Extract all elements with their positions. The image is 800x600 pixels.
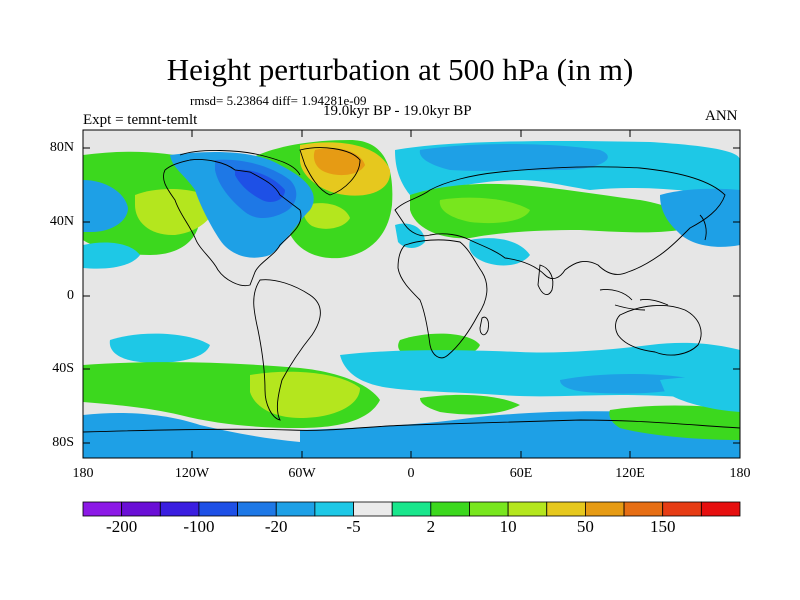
- coastlines: [83, 147, 740, 433]
- colorbar-box-5: [275, 501, 316, 517]
- south-america-coast: [253, 279, 321, 421]
- colorbar-box-15: [662, 501, 702, 517]
- colorbar-box-11: [507, 501, 548, 517]
- north-america-coast: [163, 159, 302, 287]
- greenland-coast: [299, 147, 361, 196]
- orange-region-greenland: [313, 148, 365, 176]
- colorbar-box-0: [82, 501, 123, 517]
- colorbar-box-13: [585, 501, 625, 517]
- colorbar: [82, 501, 741, 517]
- lon-label-180w: 180: [72, 466, 94, 481]
- blue-region-eurasia: [419, 144, 608, 171]
- yellow-region-north-pacific: [135, 188, 216, 236]
- madagascar-coast: [479, 316, 489, 336]
- lat-label-40n: 40N: [49, 214, 74, 229]
- africa-coast: [397, 239, 488, 359]
- lon-label-0: 0: [407, 466, 415, 481]
- colorbar-box-14: [623, 501, 664, 517]
- indonesia-coast: [599, 289, 669, 311]
- blue-region-antarctic-pacific: [83, 413, 300, 458]
- lat-label-40s: 40S: [52, 361, 74, 376]
- lon-label-180e: 180: [729, 466, 751, 481]
- colorbar-box-7: [353, 501, 393, 517]
- japan-coast: [699, 214, 707, 241]
- cyan-region-south-pacific: [109, 333, 210, 363]
- cyan-region-southeast: [660, 376, 740, 412]
- green-region-antarctic-indian: [609, 405, 740, 440]
- deepblue-region-north-america: [235, 169, 285, 202]
- season-label: ANN: [705, 108, 738, 124]
- colorbar-label-6: 50: [576, 517, 594, 536]
- colorbar-label-5: 10: [499, 517, 517, 536]
- colorbar-label-3: -5: [346, 517, 361, 536]
- cyan-region-pacific: [83, 242, 140, 269]
- colorbar-label-7: 150: [649, 517, 676, 536]
- green-region-south-atlantic-band: [420, 394, 520, 415]
- colorbar-box-4: [237, 501, 277, 517]
- cyan-region-mideast: [469, 238, 530, 266]
- colorbar-box-8: [391, 501, 432, 517]
- india-coast: [537, 264, 554, 296]
- blue-region-east-asia: [660, 188, 740, 247]
- colorbar-box-1: [121, 501, 161, 517]
- yellow-region-atlantic: [303, 203, 350, 229]
- lat-label-80n: 80N: [49, 140, 74, 155]
- lon-label-120e: 120E: [615, 466, 645, 481]
- colorbar-box-10: [469, 501, 509, 517]
- arctic-canada-coast: [179, 150, 301, 176]
- lon-label-60w: 60W: [288, 466, 316, 481]
- eurasia-coast: [394, 166, 726, 280]
- colorbar-box-2: [159, 501, 200, 517]
- antarctica-coast: [83, 419, 740, 433]
- lon-label-120w: 120W: [174, 466, 210, 481]
- lon-label-60e: 60E: [509, 466, 533, 481]
- australia-coast: [615, 305, 702, 356]
- axis-ticks: [82, 130, 741, 458]
- lightgreen-region-europe: [439, 197, 530, 224]
- experiment-label: Expt = temnt-temlt: [83, 112, 198, 128]
- statistics-text: rmsd= 5.23864 diff= 1.94281e-09: [190, 93, 367, 108]
- colorbar-box-16: [700, 501, 741, 517]
- colorbar-box-9: [430, 501, 470, 517]
- contour-fill: [83, 140, 740, 458]
- blue-region-west-pacific: [83, 180, 128, 232]
- colorbar-label-0: -200: [106, 517, 138, 536]
- lat-label-80s: 80S: [52, 435, 74, 450]
- green-region-eurasia: [410, 183, 690, 239]
- period-text: 19.0kyr BP - 19.0kyr BP: [323, 103, 472, 119]
- lat-label-0: 0: [67, 288, 74, 303]
- colorbar-label-1: -100: [183, 517, 215, 536]
- colorbar-label-2: -20: [264, 517, 288, 536]
- colorbar-label-4: 2: [426, 517, 436, 536]
- colorbar-box-3: [198, 501, 238, 517]
- colorbar-box-6: [314, 501, 354, 517]
- colorbar-box-12: [546, 501, 586, 517]
- map-field: [83, 130, 740, 458]
- map-title: Height perturbation at 500 hPa (in m): [166, 52, 634, 87]
